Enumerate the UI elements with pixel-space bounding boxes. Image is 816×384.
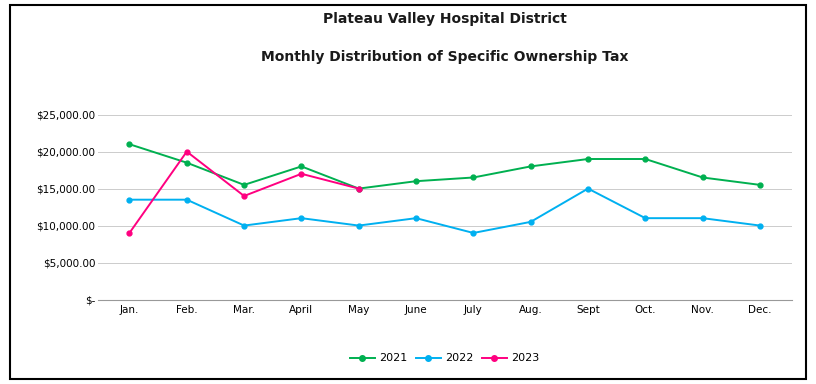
Text: Plateau Valley Hospital District: Plateau Valley Hospital District [323, 12, 566, 25]
Text: Monthly Distribution of Specific Ownership Tax: Monthly Distribution of Specific Ownersh… [261, 50, 628, 64]
Legend: 2021, 2022, 2023: 2021, 2022, 2023 [346, 349, 543, 368]
